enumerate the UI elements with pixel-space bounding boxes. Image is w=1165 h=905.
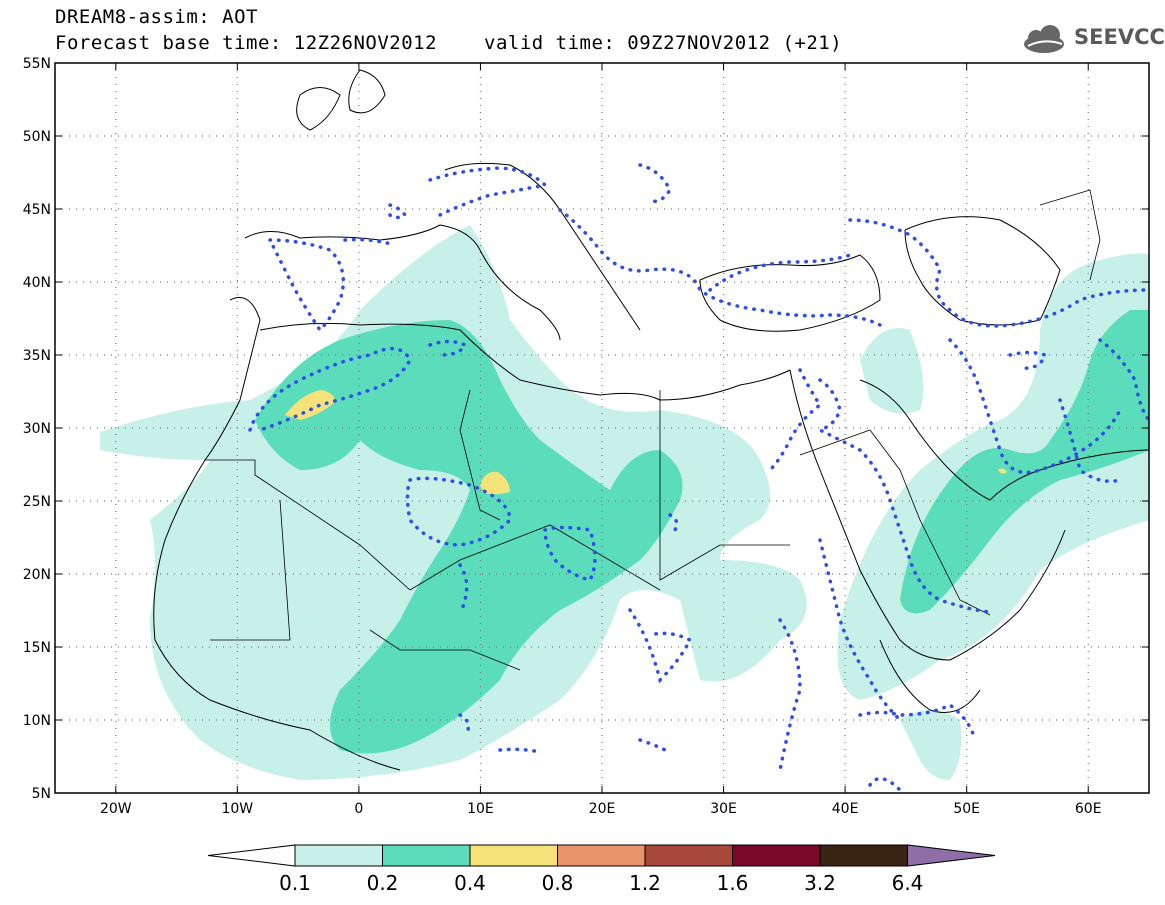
forecast-base-time: Forecast base time: 12Z26NOV2012	[55, 32, 438, 54]
lon-label: 50E	[953, 801, 980, 817]
legend-swatch	[294, 844, 383, 867]
colorbar-legend: 0.1 0.2 0.4 0.8 1.2 1.6 3.2 6.4	[207, 844, 996, 895]
lon-label: 10W	[221, 801, 253, 817]
legend-swatch	[469, 844, 558, 867]
map-title: DREAM8-assim: AOT	[55, 6, 258, 28]
coastlines	[153, 69, 1149, 771]
legend-under-arrow	[207, 844, 296, 867]
legend-level-label: 3.2	[804, 871, 836, 895]
lat-label: 10N	[23, 713, 51, 729]
longitude-axis: 20W 10W 0 10E 20E 30E 40E 50E 60E	[100, 63, 1102, 817]
legend-swatch	[557, 844, 646, 867]
aot-region-low	[100, 225, 807, 780]
country-borders	[205, 189, 1101, 671]
lat-label: 35N	[23, 348, 51, 364]
legend-level-label: 0.8	[542, 871, 574, 895]
aot-region-low-horn	[900, 710, 962, 780]
dust-contours	[248, 163, 1149, 792]
lon-label: 40E	[832, 801, 859, 817]
aot-region-high-morocco	[285, 390, 335, 420]
latitude-axis: 55N 50N 45N 40N 35N 30N 25N 20N 15N 10N 5N	[23, 56, 1149, 802]
legend-level-label: 1.6	[717, 871, 749, 895]
lon-label: 60E	[1075, 801, 1102, 817]
legend-swatch	[732, 844, 821, 867]
lon-label: 10E	[467, 801, 494, 817]
lat-label: 25N	[23, 494, 51, 510]
grid	[55, 63, 1149, 793]
aot-region-low-levant	[860, 328, 924, 414]
aot-region-high-libya	[480, 471, 510, 495]
legend-swatch	[644, 844, 733, 867]
lat-label: 45N	[23, 202, 51, 218]
lat-label: 40N	[23, 275, 51, 291]
legend-level-label: 0.2	[367, 871, 399, 895]
lat-label: 30N	[23, 421, 51, 437]
aot-region-mid	[255, 320, 683, 754]
aot-region-high-gulf	[998, 468, 1007, 474]
legend-level-label: 1.2	[629, 871, 661, 895]
legend-level-label: 0.4	[454, 871, 486, 895]
legend-level-label: 6.4	[892, 871, 924, 895]
legend-swatch	[819, 844, 908, 867]
logo-text: SEEVCCC	[1074, 25, 1165, 49]
legend-over-arrow	[907, 844, 996, 867]
lat-label: 15N	[23, 640, 51, 656]
lon-label: 20E	[589, 801, 616, 817]
legend-swatch	[382, 844, 471, 867]
lon-label: 20W	[100, 801, 132, 817]
lon-label: 30E	[710, 801, 737, 817]
lat-label: 55N	[23, 56, 51, 72]
valid-time: valid time: 09Z27NOV2012 (+21)	[484, 32, 843, 54]
lon-label: 0	[354, 801, 363, 817]
cloud-icon	[1024, 25, 1064, 53]
legend-level-label: 0.1	[279, 871, 311, 895]
lat-label: 50N	[23, 129, 51, 145]
lat-label: 5N	[32, 786, 51, 802]
aot-region-mid-arabia	[900, 310, 1149, 614]
lat-label: 20N	[23, 567, 51, 583]
